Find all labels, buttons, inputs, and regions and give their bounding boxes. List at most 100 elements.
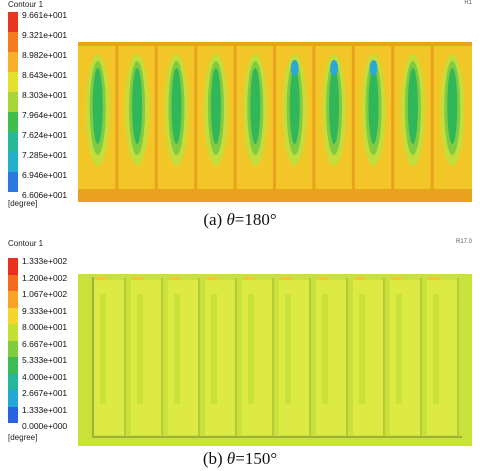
contour-panel-a: Contour 1 R1 9.661e+001 9.321e+001 8.982e+… <box>0 0 480 230</box>
legend-label: 8.000e+001 <box>22 322 68 332</box>
legend-label: 8.643e+001 <box>22 70 68 80</box>
legend-swatch <box>8 390 18 407</box>
channel-wall <box>194 46 198 189</box>
legend-label: 1.333e+001 <box>22 404 68 415</box>
isotherm-core <box>210 68 221 144</box>
channel-inlet <box>392 277 402 280</box>
channel-inlet <box>429 277 439 280</box>
channel-inlet <box>244 277 254 280</box>
isotherm-peak <box>369 60 378 76</box>
channel-stream <box>359 294 365 404</box>
channel-interior <box>316 280 347 435</box>
legend-swatch <box>8 32 18 52</box>
channel-inlet <box>133 277 143 280</box>
channel-cells <box>92 277 462 438</box>
channel-wall <box>124 278 126 436</box>
isotherm-core <box>92 68 103 144</box>
caption-label: (b) <box>202 449 227 468</box>
channel-wall <box>430 46 434 189</box>
legend-label: 0.000e+000 <box>22 421 68 431</box>
channel-wall <box>420 278 422 436</box>
channel-wall <box>309 278 311 436</box>
bottom-strip <box>78 189 472 202</box>
legend-swatch <box>8 72 18 92</box>
channel-wall <box>198 278 200 436</box>
isotherm-core <box>132 68 143 144</box>
legend-label: 7.285e+001 <box>22 150 68 160</box>
isotherm-core <box>329 68 340 144</box>
legend-label: 1.333e+002 <box>22 256 68 266</box>
channel-interior <box>353 280 384 435</box>
legend-label: 5.333e+001 <box>22 355 68 365</box>
channel-wall <box>272 278 274 436</box>
legend-swatch <box>8 112 18 132</box>
channel-interior <box>205 280 236 435</box>
channel-wall <box>346 278 348 436</box>
legend-swatch <box>8 307 18 324</box>
isotherm-core <box>407 68 418 144</box>
temperature-contour-field <box>78 274 472 446</box>
channel-wall <box>273 46 276 189</box>
channel-wall <box>383 278 385 436</box>
channel-stream <box>433 294 439 404</box>
channel-wall <box>235 278 237 436</box>
channel-stream <box>396 294 402 404</box>
contour-title: Contour 1 <box>8 239 44 248</box>
legend-swatch <box>8 324 18 341</box>
caption-theta: θ <box>226 210 235 229</box>
channel-stream <box>248 294 254 404</box>
channel-wall <box>233 46 237 189</box>
channel-wall <box>351 46 355 189</box>
legend-swatch <box>8 52 18 72</box>
isotherm-core <box>447 68 458 144</box>
caption-value: =150° <box>235 449 278 468</box>
figure-caption: (a) θ=180° <box>0 210 480 230</box>
channel-inlet <box>96 277 106 280</box>
bottom-wall <box>92 436 462 438</box>
channel-wall <box>312 46 316 189</box>
channel-inlet <box>170 277 180 280</box>
legend-label: 1.200e+002 <box>22 272 68 283</box>
figure-caption: (b) θ=150° <box>0 449 480 469</box>
channel-interior <box>390 280 421 435</box>
channel-inlet <box>355 277 365 280</box>
contour-title: Contour 1 <box>8 0 44 9</box>
channel-wall <box>391 46 395 189</box>
channel-interior <box>427 280 458 435</box>
isotherm-peak <box>290 60 299 76</box>
isotherm-core <box>171 68 182 144</box>
channel-stream <box>211 294 217 404</box>
channel-stream <box>285 294 291 404</box>
legend-swatch <box>8 373 18 390</box>
channel-wall <box>115 46 119 189</box>
legend-swatch <box>8 152 18 172</box>
legend-swatch <box>8 291 18 308</box>
channel-interior <box>131 280 162 435</box>
isotherm-peak <box>330 60 339 76</box>
reference-tag-line: R1 <box>464 0 472 6</box>
legend-swatch <box>8 340 18 357</box>
legend-swatch <box>8 406 18 423</box>
channel-interior <box>168 280 199 435</box>
isotherm-core <box>368 68 379 144</box>
legend-label: 7.964e+001 <box>22 110 68 120</box>
channel-inlet <box>207 277 217 280</box>
legend-label: 9.333e+001 <box>22 305 68 316</box>
legend-swatch <box>8 274 18 291</box>
legend-swatch <box>8 258 18 275</box>
isotherm-core <box>250 68 261 144</box>
legend-swatch <box>8 132 18 152</box>
channel-wall <box>154 46 158 189</box>
legend-swatch <box>8 357 18 374</box>
reference-tag: R1 <box>464 0 472 6</box>
caption-label: (a) <box>203 210 227 229</box>
legend-label: 1.067e+002 <box>22 289 68 299</box>
temperature-contour-field <box>78 42 472 202</box>
legend-label: 6.946e+001 <box>22 170 68 180</box>
channel-stream <box>322 294 328 404</box>
channel-stream <box>100 294 106 404</box>
channel-stream <box>174 294 180 404</box>
contour-panel-b: Contour 1 R17.0 1.333e+002 1.200e+002 1.06… <box>0 236 480 471</box>
legend-swatch <box>8 172 18 192</box>
legend-label: 7.624e+001 <box>22 130 68 140</box>
